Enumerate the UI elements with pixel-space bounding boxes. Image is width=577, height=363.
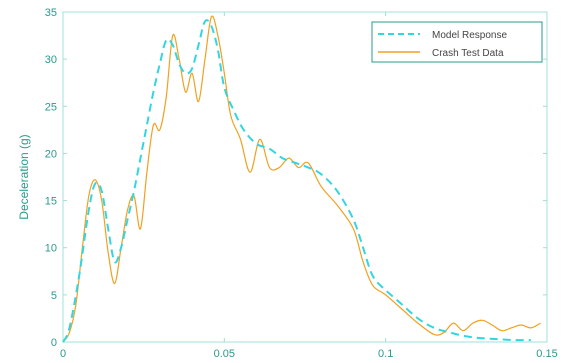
x-tick-label: 0.05 bbox=[214, 348, 235, 360]
y-tick-label: 5 bbox=[51, 290, 57, 302]
y-axis-label: Deceleration (g) bbox=[17, 134, 31, 219]
y-tick-label: 30 bbox=[45, 54, 57, 66]
plot-area bbox=[62, 11, 548, 343]
x-tick-label: 0.1 bbox=[378, 348, 393, 360]
axes-box bbox=[62, 11, 548, 343]
legend-label-crash-test-data: Crash Test Data bbox=[432, 48, 504, 59]
legend: Model Response Crash Test Data bbox=[371, 21, 543, 63]
legend-label-model-response: Model Response bbox=[432, 30, 507, 41]
y-tick-label: 25 bbox=[45, 101, 57, 113]
y-tick-label: 20 bbox=[45, 148, 57, 160]
series-line-model-response bbox=[62, 19, 531, 343]
y-tick-label: 15 bbox=[45, 196, 57, 208]
series-lines bbox=[62, 15, 541, 343]
y-tick-label: 10 bbox=[45, 243, 57, 255]
y-tick-label: 35 bbox=[45, 7, 57, 19]
legend-box bbox=[371, 21, 543, 63]
y-tick-label: 0 bbox=[51, 337, 57, 349]
x-tick-label: 0.15 bbox=[536, 348, 557, 360]
x-tick-label: 0 bbox=[60, 348, 66, 360]
ticks: 0 0.05 0.1 0.15 0 5 10 15 20 25 30 35 bbox=[45, 7, 558, 360]
